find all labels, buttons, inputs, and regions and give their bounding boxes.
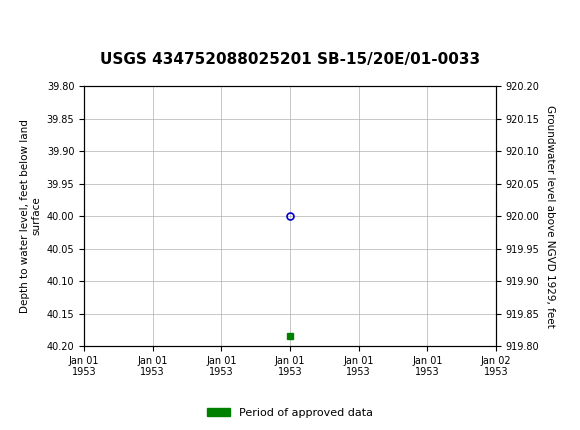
Text: ≡USGS: ≡USGS [3, 16, 74, 34]
Text: USGS 434752088025201 SB-15/20E/01-0033: USGS 434752088025201 SB-15/20E/01-0033 [100, 52, 480, 67]
Y-axis label: Groundwater level above NGVD 1929, feet: Groundwater level above NGVD 1929, feet [545, 104, 555, 328]
Legend: Period of approved data: Period of approved data [203, 403, 377, 422]
Y-axis label: Depth to water level, feet below land
surface: Depth to water level, feet below land su… [20, 119, 41, 313]
